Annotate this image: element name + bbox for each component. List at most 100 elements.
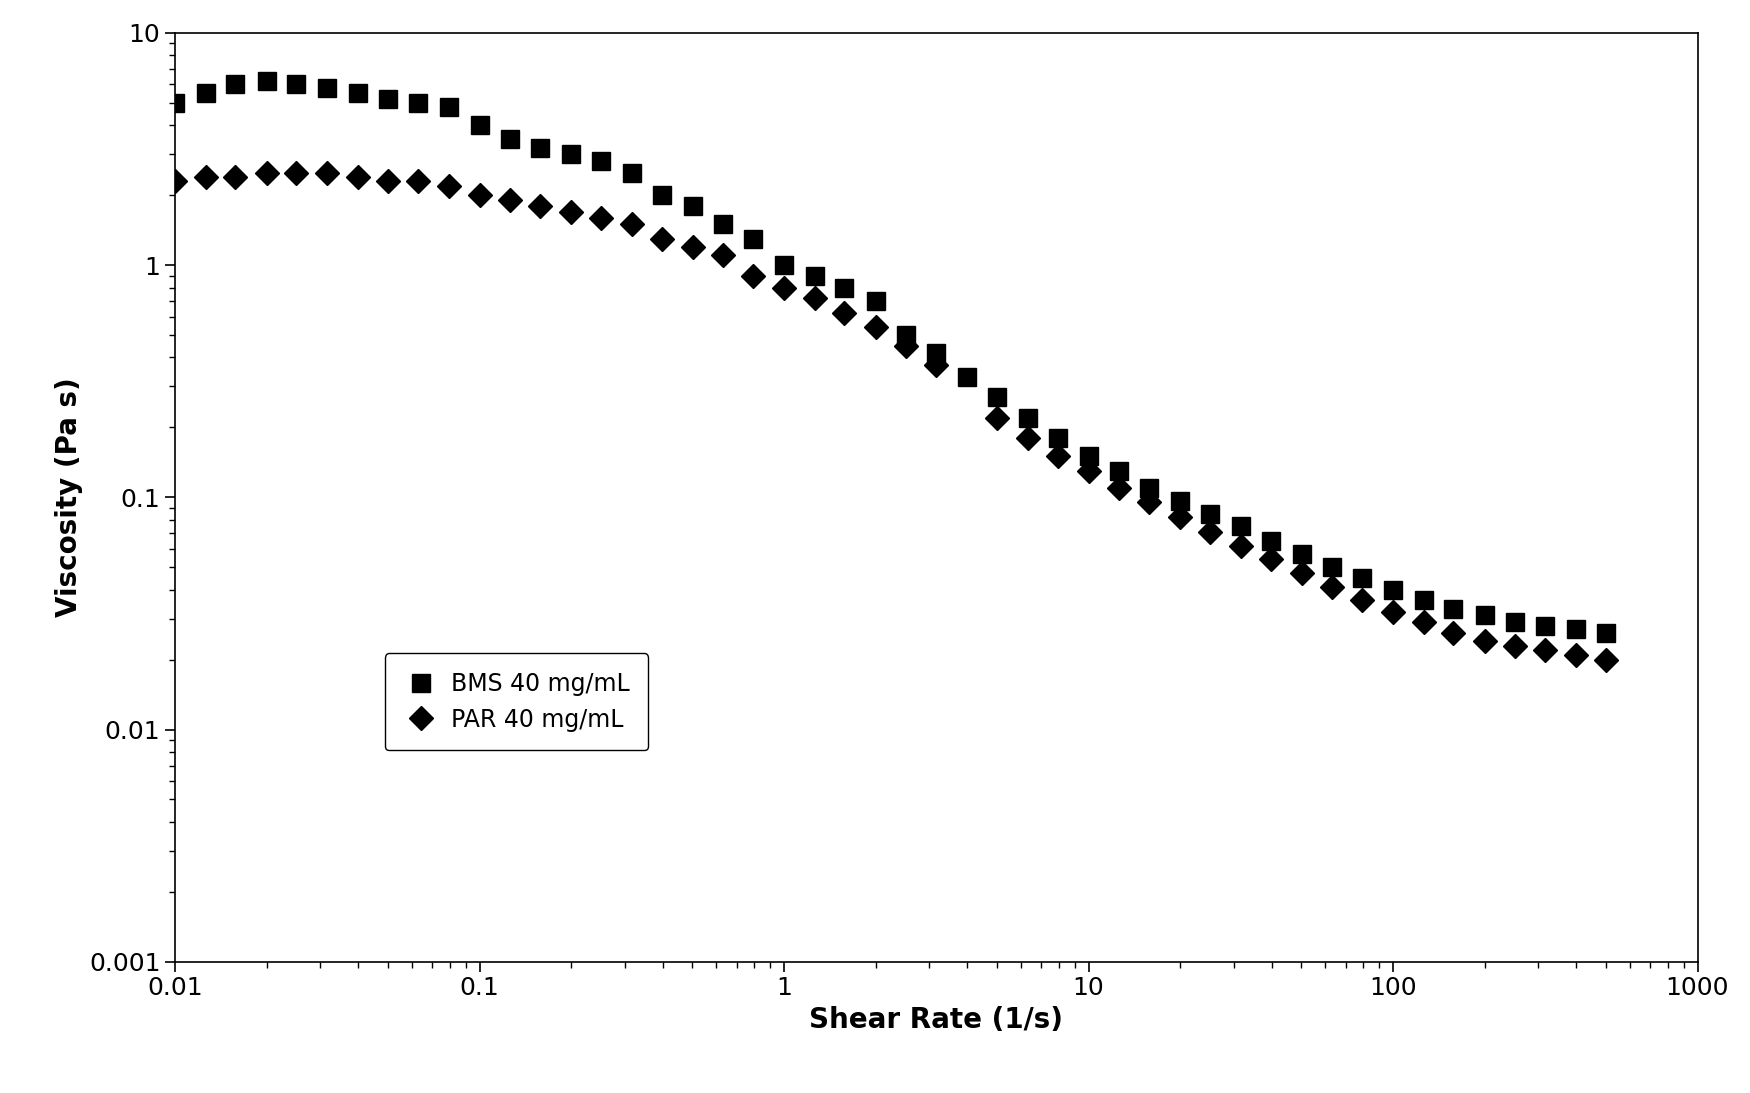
PAR 40 mg/mL <box>1412 615 1433 628</box>
PAR 40 mg/mL <box>469 189 490 202</box>
PAR 40 mg/mL <box>1535 644 1556 657</box>
BMS 40 mg/mL <box>346 86 368 99</box>
BMS 40 mg/mL <box>592 154 612 167</box>
BMS 40 mg/mL <box>864 294 886 307</box>
BMS 40 mg/mL <box>1444 602 1465 615</box>
BMS 40 mg/mL <box>439 101 460 114</box>
BMS 40 mg/mL <box>987 390 1008 403</box>
BMS 40 mg/mL <box>530 141 551 154</box>
PAR 40 mg/mL <box>1108 481 1129 494</box>
PAR 40 mg/mL <box>1292 567 1312 580</box>
BMS 40 mg/mL <box>560 148 581 161</box>
PAR 40 mg/mL <box>317 166 338 179</box>
BMS 40 mg/mL <box>803 269 824 282</box>
PAR 40 mg/mL <box>1048 450 1069 463</box>
PAR 40 mg/mL <box>1505 639 1526 653</box>
PAR 40 mg/mL <box>864 320 886 333</box>
PAR 40 mg/mL <box>592 211 612 224</box>
BMS 40 mg/mL <box>499 132 520 145</box>
BMS 40 mg/mL <box>1292 548 1312 561</box>
BMS 40 mg/mL <box>1535 619 1556 632</box>
PAR 40 mg/mL <box>226 171 247 184</box>
BMS 40 mg/mL <box>408 96 429 109</box>
PAR 40 mg/mL <box>1596 654 1617 667</box>
BMS 40 mg/mL <box>1505 615 1526 628</box>
BMS 40 mg/mL <box>956 371 977 384</box>
BMS 40 mg/mL <box>1048 432 1069 445</box>
BMS 40 mg/mL <box>1260 534 1281 548</box>
PAR 40 mg/mL <box>1017 432 1038 445</box>
PAR 40 mg/mL <box>255 166 276 179</box>
PAR 40 mg/mL <box>1353 593 1374 607</box>
BMS 40 mg/mL <box>317 81 338 94</box>
BMS 40 mg/mL <box>378 92 399 105</box>
BMS 40 mg/mL <box>744 232 765 245</box>
PAR 40 mg/mL <box>651 232 672 245</box>
BMS 40 mg/mL <box>285 78 306 91</box>
BMS 40 mg/mL <box>1412 593 1433 607</box>
PAR 40 mg/mL <box>378 175 399 188</box>
BMS 40 mg/mL <box>164 96 186 109</box>
BMS 40 mg/mL <box>1382 584 1404 597</box>
PAR 40 mg/mL <box>530 199 551 212</box>
BMS 40 mg/mL <box>1230 520 1251 533</box>
PAR 40 mg/mL <box>1321 580 1342 593</box>
BMS 40 mg/mL <box>1139 481 1160 494</box>
PAR 40 mg/mL <box>408 175 429 188</box>
PAR 40 mg/mL <box>1382 606 1404 619</box>
BMS 40 mg/mL <box>469 119 490 132</box>
PAR 40 mg/mL <box>896 339 917 352</box>
BMS 40 mg/mL <box>1017 411 1038 424</box>
PAR 40 mg/mL <box>560 205 581 219</box>
X-axis label: Shear Rate (1/s): Shear Rate (1/s) <box>808 1006 1064 1034</box>
Y-axis label: Viscosity (Pa s): Viscosity (Pa s) <box>56 377 84 618</box>
PAR 40 mg/mL <box>774 281 794 294</box>
BMS 40 mg/mL <box>1169 495 1190 508</box>
Legend: BMS 40 mg/mL, PAR 40 mg/mL: BMS 40 mg/mL, PAR 40 mg/mL <box>385 653 649 751</box>
BMS 40 mg/mL <box>621 166 642 179</box>
PAR 40 mg/mL <box>1564 648 1586 661</box>
BMS 40 mg/mL <box>835 281 856 294</box>
PAR 40 mg/mL <box>926 359 947 372</box>
BMS 40 mg/mL <box>1321 561 1342 574</box>
PAR 40 mg/mL <box>499 193 520 207</box>
PAR 40 mg/mL <box>803 292 824 305</box>
PAR 40 mg/mL <box>164 175 186 188</box>
BMS 40 mg/mL <box>774 258 794 271</box>
PAR 40 mg/mL <box>194 171 215 184</box>
BMS 40 mg/mL <box>194 86 215 99</box>
BMS 40 mg/mL <box>255 74 276 87</box>
PAR 40 mg/mL <box>1169 510 1190 524</box>
PAR 40 mg/mL <box>682 240 704 254</box>
PAR 40 mg/mL <box>744 269 765 282</box>
PAR 40 mg/mL <box>621 218 642 231</box>
BMS 40 mg/mL <box>1200 507 1221 520</box>
BMS 40 mg/mL <box>896 328 917 341</box>
BMS 40 mg/mL <box>1078 450 1099 463</box>
BMS 40 mg/mL <box>651 189 672 202</box>
BMS 40 mg/mL <box>1564 623 1586 636</box>
BMS 40 mg/mL <box>1108 465 1129 478</box>
PAR 40 mg/mL <box>1200 526 1221 539</box>
Line: BMS 40 mg/mL: BMS 40 mg/mL <box>166 72 1615 643</box>
PAR 40 mg/mL <box>1260 553 1281 566</box>
BMS 40 mg/mL <box>712 218 733 231</box>
PAR 40 mg/mL <box>285 166 306 179</box>
BMS 40 mg/mL <box>1474 609 1494 622</box>
BMS 40 mg/mL <box>226 78 247 91</box>
BMS 40 mg/mL <box>1596 626 1617 639</box>
PAR 40 mg/mL <box>712 249 733 262</box>
BMS 40 mg/mL <box>926 346 947 360</box>
PAR 40 mg/mL <box>1474 635 1494 648</box>
PAR 40 mg/mL <box>835 307 856 320</box>
PAR 40 mg/mL <box>1078 465 1099 478</box>
PAR 40 mg/mL <box>346 171 368 184</box>
Line: PAR 40 mg/mL: PAR 40 mg/mL <box>166 164 1615 668</box>
PAR 40 mg/mL <box>1230 539 1251 552</box>
BMS 40 mg/mL <box>1353 572 1374 585</box>
BMS 40 mg/mL <box>682 199 704 212</box>
PAR 40 mg/mL <box>1139 496 1160 509</box>
PAR 40 mg/mL <box>439 179 460 192</box>
PAR 40 mg/mL <box>1444 626 1465 639</box>
PAR 40 mg/mL <box>987 411 1008 424</box>
